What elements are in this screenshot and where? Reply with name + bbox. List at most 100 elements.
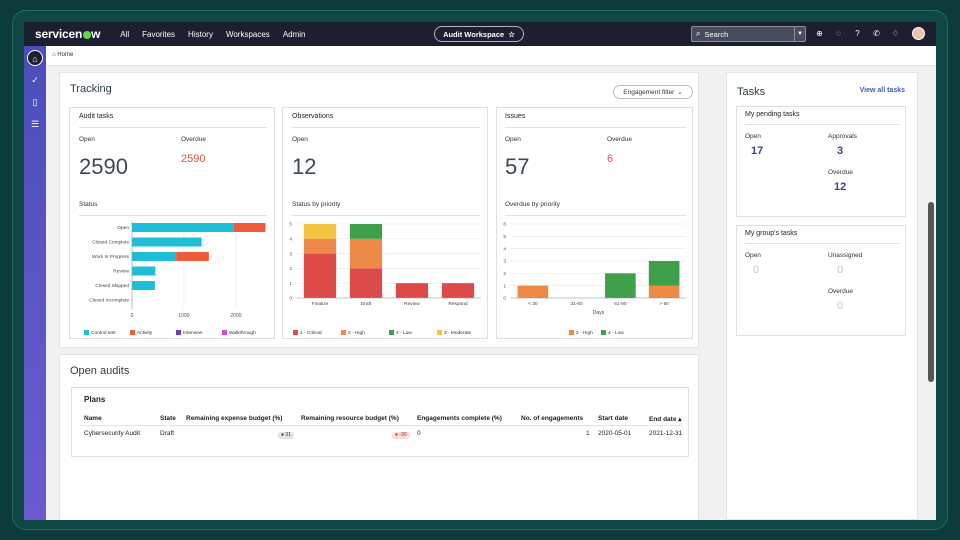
check-icon[interactable]: ✓ (31, 75, 39, 85)
search-icon: ⌕ (696, 29, 701, 38)
col-num-engagements[interactable]: No. of engagements (521, 415, 584, 422)
globe-icon[interactable]: ⊕ (816, 29, 823, 38)
group-open-count[interactable]: 0 (753, 264, 760, 276)
legend-label-4-low: 4 - Low (608, 330, 624, 336)
legend-label-activity: Activity (137, 330, 153, 336)
audit-state: Draft (160, 430, 175, 437)
category-label-respond: Respond (448, 301, 468, 307)
left-rail: ⌂ ✓ ▯ ☰ (24, 46, 46, 520)
overdue-label: Overdue (828, 288, 853, 295)
bell-icon[interactable]: ♢ (891, 29, 900, 38)
legend-swatch-1-critical (293, 330, 298, 335)
unassigned-count[interactable]: 0 (837, 264, 844, 276)
bar-control-test-review (132, 266, 156, 276)
legend-label-interview: Interview (183, 330, 203, 336)
bar-2-high-finalize (303, 238, 337, 254)
star-icon[interactable]: ☆ (508, 29, 515, 39)
end-date-label: End date (649, 416, 677, 423)
issues-card: Issues Open 57 Overdue 6 Overdue by prio… (496, 107, 693, 339)
bar-4-low-61-90 (605, 273, 636, 298)
breadcrumb-home[interactable]: Home (57, 52, 74, 58)
bar-2-high-90 (648, 285, 680, 298)
audit-overdue-count[interactable]: 2590 (181, 153, 206, 165)
open-label: Open (745, 252, 761, 259)
help-icon[interactable]: ? (855, 29, 860, 38)
col-end-date[interactable]: End date ▴ (649, 415, 682, 423)
tasks-title: Tasks (737, 86, 766, 98)
resource-value: -30 (399, 432, 407, 438)
category-label-31-60: 31-60 (570, 301, 583, 307)
bar-1-critical-respond (441, 283, 475, 298)
pending-tasks-card: My pending tasks Open 17 Approvals 3 Ove… (736, 106, 906, 217)
plans-card: Plans Name State Remaining expense budge… (71, 387, 689, 457)
bar-control-test-work-in-progress (132, 252, 177, 261)
y-tick-label: 2 (503, 271, 506, 277)
resource-badge: ● -30 (392, 432, 410, 439)
y-tick-label: 1 (289, 281, 292, 287)
nav-workspaces[interactable]: Workspaces (225, 29, 270, 39)
pending-open-count[interactable]: 17 (751, 145, 764, 157)
legend-label-3-moderate: 3 - Moderate (444, 330, 472, 336)
home-icon[interactable]: ⌂ (27, 50, 43, 66)
approvals-count[interactable]: 3 (837, 145, 844, 157)
overdue-label: Overdue (181, 136, 206, 143)
engagements-complete-value: 0 (417, 430, 421, 437)
x-tick-label: 0 (131, 313, 134, 319)
col-state[interactable]: State (160, 415, 176, 422)
category-label-work-in-progress: Work In Progress (92, 254, 130, 260)
view-all-tasks-link[interactable]: View all tasks (859, 87, 905, 94)
x-tick-label: 1000 (178, 313, 189, 319)
issues-open-count[interactable]: 57 (505, 154, 530, 179)
category-label-90: > 90 (659, 301, 669, 307)
legend-label-2-high: 2 - High (576, 330, 593, 336)
scrollbar[interactable] (928, 202, 934, 382)
col-engagements-complete[interactable]: Engagements complete (%) (417, 415, 502, 422)
search-dropdown-icon[interactable]: ▼ (794, 27, 805, 41)
list-icon[interactable]: ☰ (30, 119, 40, 129)
category-label-draft: Draft (361, 301, 372, 307)
servicenow-logo[interactable]: servicen w (35, 27, 101, 41)
clipboard-icon[interactable]: ▯ (32, 97, 38, 107)
col-start-date[interactable]: Start date (598, 415, 628, 422)
nav-favorites[interactable]: Favorites (142, 29, 176, 39)
y-tick-label: 5 (503, 234, 506, 240)
chat-icon[interactable]: ◌ (836, 29, 841, 38)
bar-1-critical-draft (349, 268, 383, 298)
observations-card: Observations Open 12 Status by priority … (282, 107, 488, 339)
observations-chart: 0 1 2 3 4 5 Finalize Draft Review Respond 1 - Crit… (289, 222, 481, 336)
workspace-pill[interactable]: Audit Workspace ☆ (434, 26, 524, 42)
issues-title: Issues (505, 113, 526, 120)
audit-open-count[interactable]: 2590 (79, 154, 128, 179)
group-tasks-card: My group's tasks Open 0 Unassigned 0 Ove… (736, 225, 906, 336)
legend-label-1-critical: 1 - Critical (300, 330, 322, 336)
pending-overdue-count[interactable]: 12 (834, 181, 847, 193)
tracking-panel: Tracking Engagement filter ⌄ Audit tasks… (59, 72, 699, 348)
category-label-finalize: Finalize (312, 301, 329, 307)
avatar[interactable] (912, 27, 925, 40)
y-tick-label: 5 (289, 222, 292, 228)
end-date-value: 2021-12-31 (649, 430, 683, 437)
search-input[interactable]: ⌕ Search ▼ (691, 26, 806, 42)
group-overdue-count[interactable]: 0 (837, 300, 844, 312)
col-expense[interactable]: Remaining expense budget (%) (186, 415, 283, 422)
nav-history[interactable]: History (188, 29, 213, 39)
legend-swatch-2-high (341, 330, 346, 335)
y-tick-label: 4 (289, 237, 292, 243)
bar-4-low-draft (349, 224, 383, 239)
nav-admin[interactable]: Admin (282, 29, 306, 39)
legend-label-control-test: Control test (91, 330, 116, 336)
nav-all[interactable]: All (120, 29, 130, 39)
y-tick-label: 2 (289, 266, 292, 272)
col-resource[interactable]: Remaining resource budget (%) (301, 415, 399, 422)
bar-activity-open (233, 223, 266, 232)
category-label-30: < 30 (528, 301, 538, 307)
phone-icon[interactable]: ✆ (873, 29, 880, 38)
issues-overdue-count[interactable]: 6 (607, 153, 614, 165)
engagement-filter[interactable]: Engagement filter ⌄ (613, 85, 693, 99)
col-name[interactable]: Name (84, 415, 102, 422)
observations-open-count[interactable]: 12 (292, 154, 317, 179)
audit-name-link[interactable]: Cybersecurity Audit (84, 430, 140, 437)
open-label: Open (79, 136, 95, 143)
status-chart: 0 1000 2000 Open Closed Complete Work In Prog… (84, 222, 266, 336)
sort-up-icon: ▴ (678, 416, 682, 423)
